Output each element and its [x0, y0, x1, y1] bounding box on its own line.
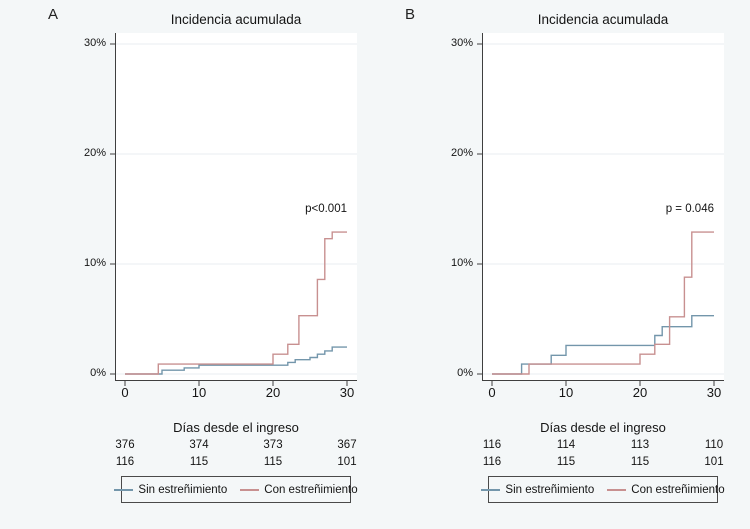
legend-line-swatch-sin — [114, 488, 134, 491]
at-risk-count: 116 — [482, 456, 502, 468]
plot-svg — [110, 33, 357, 386]
series-line-con — [125, 231, 347, 375]
legend-line-swatch-sin — [481, 488, 501, 491]
legend-b: Sin estreñimiento Con estreñimiento — [481, 476, 725, 503]
at-risk-count: 116 — [482, 439, 502, 451]
at-risk-count: 374 — [189, 439, 209, 451]
x-tick-label: 20 — [265, 385, 281, 400]
at-risk-count: 101 — [704, 456, 724, 468]
p-value-annotation-a: p<0.001 — [305, 203, 347, 215]
y-tick-label: 20% — [450, 147, 473, 159]
at-risk-count: 101 — [337, 456, 357, 468]
y-tick-label: 30% — [450, 37, 473, 49]
plot-area-b — [477, 33, 724, 386]
legend-label-sin: Sin estreñimiento — [138, 483, 228, 496]
panel-letter-b: B — [405, 6, 416, 23]
legend-label-con: Con estreñimiento — [264, 483, 358, 496]
x-axis-label-b: Días desde el ingreso — [540, 420, 666, 435]
at-risk-count: 115 — [630, 456, 650, 468]
at-risk-count: 115 — [189, 456, 209, 468]
legend-label-sin: Sin estreñimiento — [505, 483, 595, 496]
at-risk-count: 114 — [556, 439, 576, 451]
at-risk-count: 116 — [115, 456, 135, 468]
chart-title-a: Incidencia acumulada — [170, 12, 302, 27]
p-value-annotation-b: p = 0.046 — [665, 203, 714, 215]
panel-a: A Incidencia acumulada p<0.001 Días desd… — [48, 6, 358, 503]
at-risk-count: 113 — [630, 439, 650, 451]
series-line-con — [492, 231, 714, 375]
x-tick-label: 10 — [191, 385, 207, 400]
legend-item-sin: Sin estreñimiento — [481, 484, 594, 496]
legend-label-con: Con estreñimiento — [631, 483, 725, 496]
y-tick-label: 20% — [83, 147, 106, 159]
x-tick-label: 0 — [121, 385, 129, 400]
at-risk-count: 376 — [115, 439, 135, 451]
legend-item-con: Con estreñimiento — [240, 483, 358, 496]
x-tick-label: 30 — [339, 385, 355, 400]
x-axis-label-a: Días desde el ingreso — [173, 420, 299, 435]
chart-title-b: Incidencia acumulada — [537, 12, 669, 27]
legend-item-con: Con estreñimiento — [607, 483, 725, 496]
panel-letter-a: A — [48, 6, 59, 23]
series-line-sin — [125, 346, 347, 375]
y-tick-label: 0% — [457, 367, 473, 379]
at-risk-count: 110 — [704, 439, 724, 451]
y-tick-label: 10% — [450, 257, 473, 269]
x-tick-label: 0 — [488, 385, 496, 400]
at-risk-count: 373 — [263, 439, 283, 451]
x-tick-label: 30 — [706, 385, 722, 400]
series-line-sin — [492, 315, 714, 375]
at-risk-count: 115 — [556, 456, 576, 468]
legend-line-swatch-con — [240, 488, 260, 491]
legend-item-sin: Sin estreñimiento — [114, 484, 227, 496]
plot-area-a — [110, 33, 357, 386]
y-tick-label: 30% — [83, 37, 106, 49]
y-tick-label: 10% — [83, 257, 106, 269]
panel-b: B Incidencia acumulada p = 0.046 Días de… — [367, 0, 742, 529]
at-risk-count: 115 — [263, 456, 283, 468]
plot-svg — [477, 33, 724, 386]
legend-line-swatch-con — [607, 488, 627, 491]
x-tick-label: 10 — [558, 385, 574, 400]
x-tick-label: 20 — [632, 385, 648, 400]
y-tick-label: 0% — [90, 367, 106, 379]
legend-a: Sin estreñimiento Con estreñimiento — [114, 476, 358, 503]
at-risk-count: 367 — [337, 439, 357, 451]
